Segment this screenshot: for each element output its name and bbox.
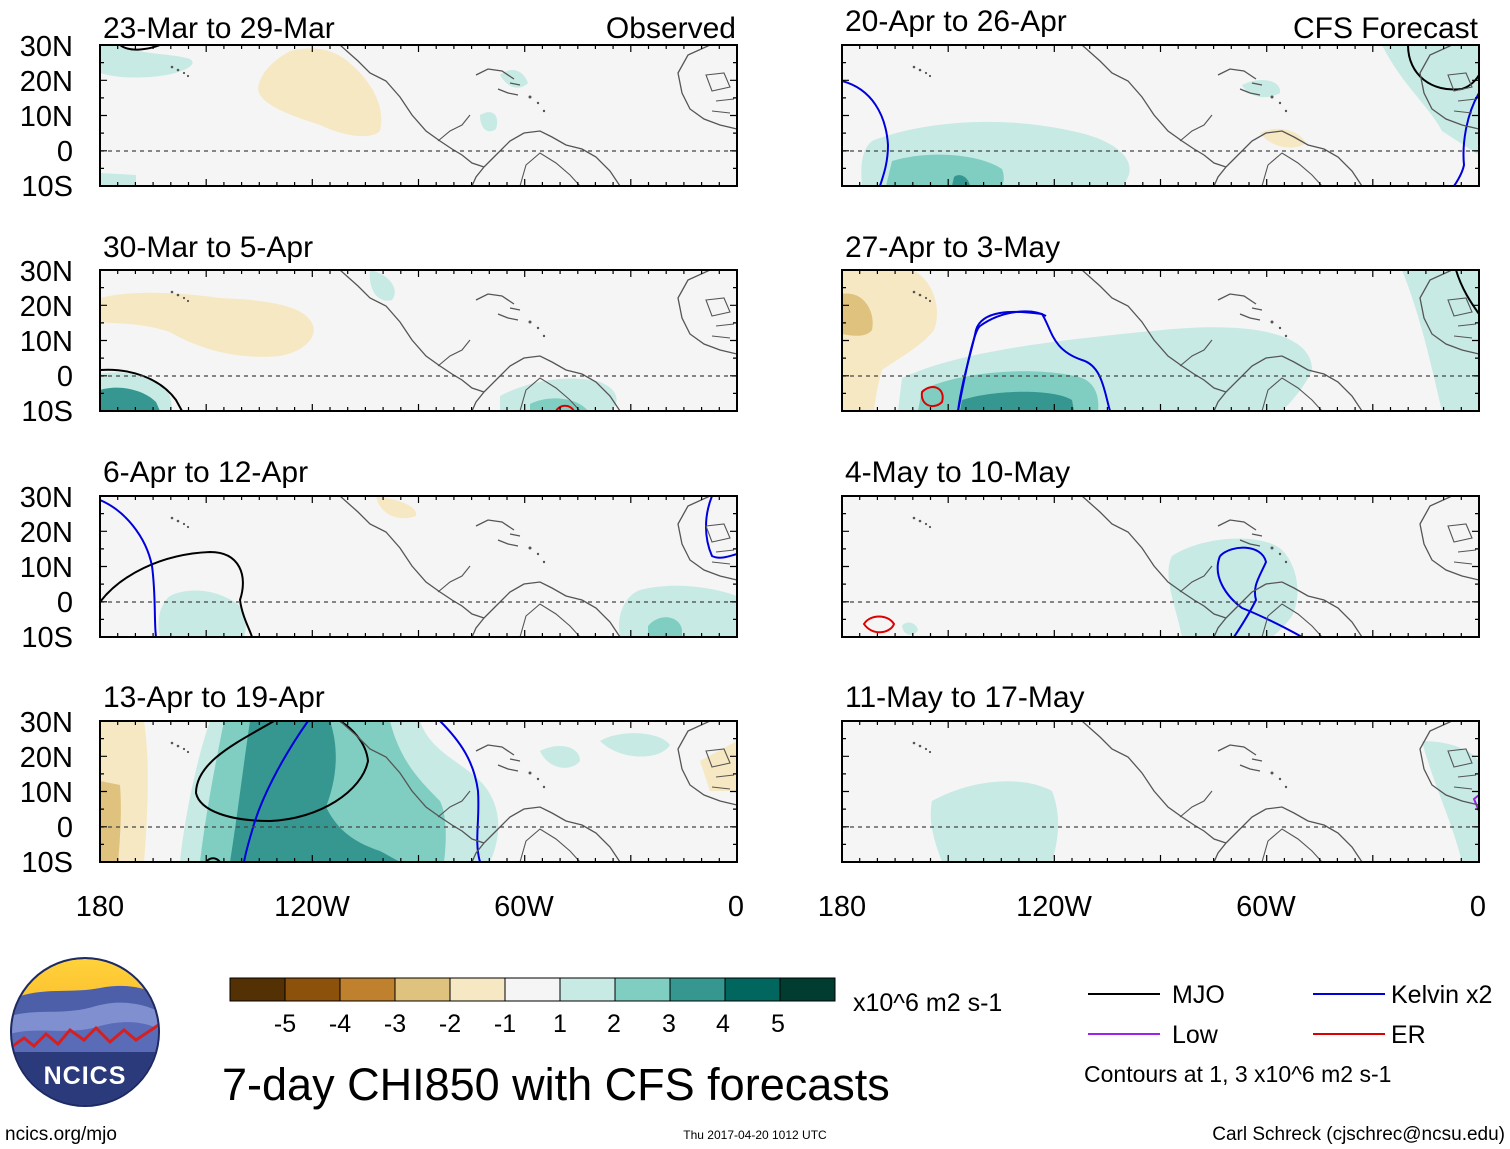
footer-timestamp: Thu 2017-04-20 1012 UTC xyxy=(683,1128,827,1142)
colorbar-tick: 4 xyxy=(716,1010,730,1038)
lat-label: 0 xyxy=(57,361,73,393)
colorbar xyxy=(229,977,836,1002)
lat-label: 10S xyxy=(21,622,73,654)
lat-label: 0 xyxy=(57,587,73,619)
lat-label: 10N xyxy=(20,552,73,584)
map-panel-7 xyxy=(841,495,1480,638)
lat-label: 30N xyxy=(20,31,73,63)
panel-title-2: 30-Mar to 5-Apr xyxy=(103,231,313,264)
colorbar-tick-labels: -5 -4 -3 -2 -1 1 2 3 4 5 xyxy=(274,1010,785,1038)
colorbar-swatch xyxy=(394,977,451,1002)
map-panel-4 xyxy=(99,720,738,863)
ncics-logo: NCICS xyxy=(10,957,160,1107)
colorbar-swatch xyxy=(559,977,616,1002)
axis-ticks xyxy=(99,44,1480,863)
panel-title-5: 20-Apr to 26-Apr xyxy=(845,5,1067,38)
colorbar-swatch xyxy=(504,977,561,1002)
colorbar-tick: -4 xyxy=(329,1010,351,1038)
colorbar-swatch xyxy=(724,977,781,1002)
lat-label: 30N xyxy=(20,707,73,739)
forecast-label: CFS Forecast xyxy=(1293,12,1479,45)
panel-title-1: 23-Mar to 29-Mar xyxy=(103,12,335,45)
lat-label: 0 xyxy=(57,136,73,168)
lon-label: 180 xyxy=(76,891,124,923)
lat-label: 10N xyxy=(20,777,73,809)
colorbar-tick: 2 xyxy=(607,1010,621,1038)
contour-legend: MJO Kelvin x2 Low ER Contours at 1, 3 x1… xyxy=(1084,981,1492,1087)
colorbar-swatch xyxy=(669,977,726,1002)
colorbar-swatch xyxy=(339,977,396,1002)
contours-note: Contours at 1, 3 x10^6 m2 s-1 xyxy=(1084,1061,1391,1087)
main-title: 7-day CHI850 with CFS forecasts xyxy=(222,1059,890,1110)
lat-label: 10N xyxy=(20,326,73,358)
lat-label: 20N xyxy=(20,291,73,323)
lon-label: 180 xyxy=(818,891,866,923)
lon-label: 60W xyxy=(494,891,554,923)
panel-title-4: 13-Apr to 19-Apr xyxy=(103,681,325,714)
map-panel-1 xyxy=(99,44,738,187)
lat-label: 20N xyxy=(20,742,73,774)
footer-url[interactable]: ncics.org/mjo xyxy=(5,1124,117,1145)
legend-low-label: Low xyxy=(1172,1021,1219,1049)
observed-label: Observed xyxy=(606,12,736,45)
lon-label: 0 xyxy=(728,891,744,923)
colorbar-swatch xyxy=(284,977,341,1002)
colorbar-tick: -2 xyxy=(439,1010,461,1038)
map-panel-6 xyxy=(841,269,1480,412)
legend-kelvin-label: Kelvin x2 xyxy=(1391,981,1492,1009)
legend-er-label: ER xyxy=(1391,1021,1426,1049)
lat-label: 20N xyxy=(20,66,73,98)
map-panel-2 xyxy=(99,269,738,412)
lon-label: 0 xyxy=(1470,891,1486,923)
colorbar-tick: -1 xyxy=(494,1010,516,1038)
lat-label: 30N xyxy=(20,256,73,288)
panel-title-8: 11-May to 17-May xyxy=(845,681,1085,714)
lat-label: 10S xyxy=(21,396,73,428)
panel-title-6: 27-Apr to 3-May xyxy=(845,231,1060,264)
lat-labels: 30N 20N 10N 0 10S 30N 20N 10N 0 10S 30N … xyxy=(20,31,73,879)
logo-text: NCICS xyxy=(44,1062,127,1090)
colorbar-swatch xyxy=(449,977,506,1002)
lon-label: 120W xyxy=(274,891,350,923)
panel-title-7: 4-May to 10-May xyxy=(845,456,1070,489)
lon-label: 120W xyxy=(1016,891,1092,923)
lon-labels: 180 120W 60W 0 180 120W 60W 0 xyxy=(76,891,1486,923)
tick-marks xyxy=(99,44,1480,863)
lat-label: 30N xyxy=(20,482,73,514)
colorbar-tick: -5 xyxy=(274,1010,296,1038)
map-panel-8 xyxy=(841,720,1480,863)
lat-label: 10S xyxy=(21,847,73,879)
colorbar-units: x10^6 m2 s-1 xyxy=(853,989,1002,1017)
lat-label: 10S xyxy=(21,171,73,203)
colorbar-tick: 3 xyxy=(662,1010,676,1038)
colorbar-swatch xyxy=(229,977,286,1002)
colorbar-tick: -3 xyxy=(384,1010,406,1038)
colorbar-swatch xyxy=(614,977,671,1002)
lon-label: 60W xyxy=(1236,891,1296,923)
footer-author: Carl Schreck (cjschrec@ncsu.edu) xyxy=(1212,1124,1505,1145)
map-panel-5 xyxy=(841,44,1480,187)
lat-label: 10N xyxy=(20,101,73,133)
panel-title-3: 6-Apr to 12-Apr xyxy=(103,456,308,489)
colorbar-tick: 1 xyxy=(553,1010,567,1038)
colorbar-tick: 5 xyxy=(771,1010,785,1038)
map-panel-3 xyxy=(99,495,738,638)
lat-label: 0 xyxy=(57,812,73,844)
legend-mjo-label: MJO xyxy=(1172,981,1225,1009)
colorbar-swatch xyxy=(779,977,836,1002)
lat-label: 20N xyxy=(20,517,73,549)
